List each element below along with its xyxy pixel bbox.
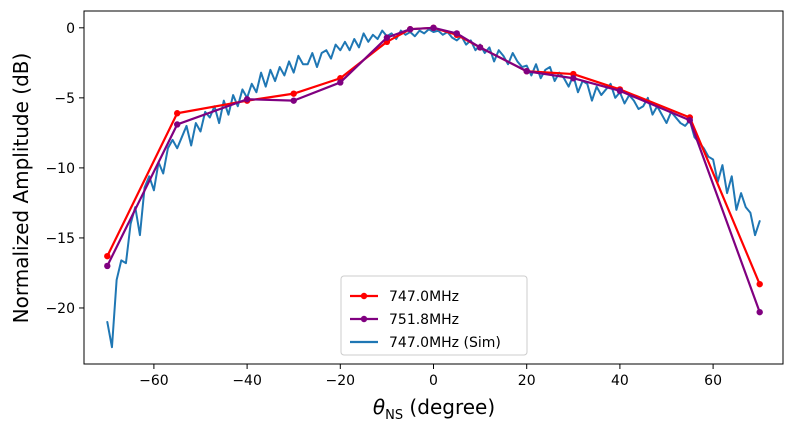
series-line-747-0mhz-sim: [106, 28, 761, 349]
y-tick-label: −10: [45, 161, 75, 177]
x-axis-label: θNS (degree): [373, 395, 495, 423]
legend-marker: [360, 315, 368, 323]
data-point-751-8mhz: [174, 121, 181, 128]
data-point-751-8mhz: [523, 68, 530, 75]
x-tick-label: 20: [518, 373, 536, 389]
data-point-751-8mhz: [383, 34, 391, 41]
x-axis-unit: degree: [417, 395, 487, 419]
x-tick-label: −40: [232, 373, 262, 389]
x-tick-label: −60: [139, 373, 169, 389]
data-point-751-8mhz: [430, 24, 437, 32]
data-point-751-8mhz: [104, 262, 111, 270]
data-point-751-8mhz: [616, 87, 624, 95]
data-point-751-8mhz: [686, 117, 693, 124]
y-tick-label: −20: [45, 301, 75, 317]
data-point-751-8mhz: [337, 79, 344, 86]
data-point-747-0mhz: [290, 90, 297, 97]
data-point-751-8mhz: [243, 96, 251, 103]
ticks-layer: −60 −40 −20 0 20 40 60 0 −5 −10 −15 −20: [45, 21, 722, 389]
legend-label: 747.0MHz: [389, 289, 459, 305]
x-axis-symbol: θ: [373, 395, 385, 419]
legend-label: 747.0MHz (Sim): [389, 335, 501, 351]
data-point-747-0mhz: [174, 110, 181, 117]
legend-marker: [360, 292, 368, 300]
data-point-751-8mhz: [290, 97, 297, 104]
data-point-747-0mhz: [104, 252, 111, 260]
x-tick-label: 40: [611, 373, 629, 389]
legend-label: 751.8MHz: [389, 312, 459, 328]
data-point-747-0mhz: [756, 280, 763, 288]
y-tick-label: −5: [54, 91, 75, 107]
x-axis-subscript: NS: [385, 408, 403, 423]
data-point-751-8mhz: [476, 44, 484, 51]
x-tick-label: −20: [326, 373, 356, 389]
x-tick-label: 60: [704, 373, 722, 389]
y-axis-label: Normalized Amplitude (dB): [9, 53, 33, 324]
legend-items: 747.0MHz 751.8MHz 747.0MHz (Sim): [350, 289, 501, 351]
legend: 747.0MHz 751.8MHz 747.0MHz (Sim): [340, 275, 528, 356]
data-point-751-8mhz: [453, 30, 460, 37]
legend-box: [340, 275, 528, 356]
x-tick-label: 0: [429, 373, 438, 389]
data-point-751-8mhz: [407, 26, 414, 33]
y-tick-label: −15: [45, 231, 75, 247]
data-point-751-8mhz: [570, 75, 577, 82]
y-tick-label: 0: [66, 21, 75, 37]
data-point-751-8mhz: [756, 308, 763, 316]
series-layer: [104, 24, 763, 349]
